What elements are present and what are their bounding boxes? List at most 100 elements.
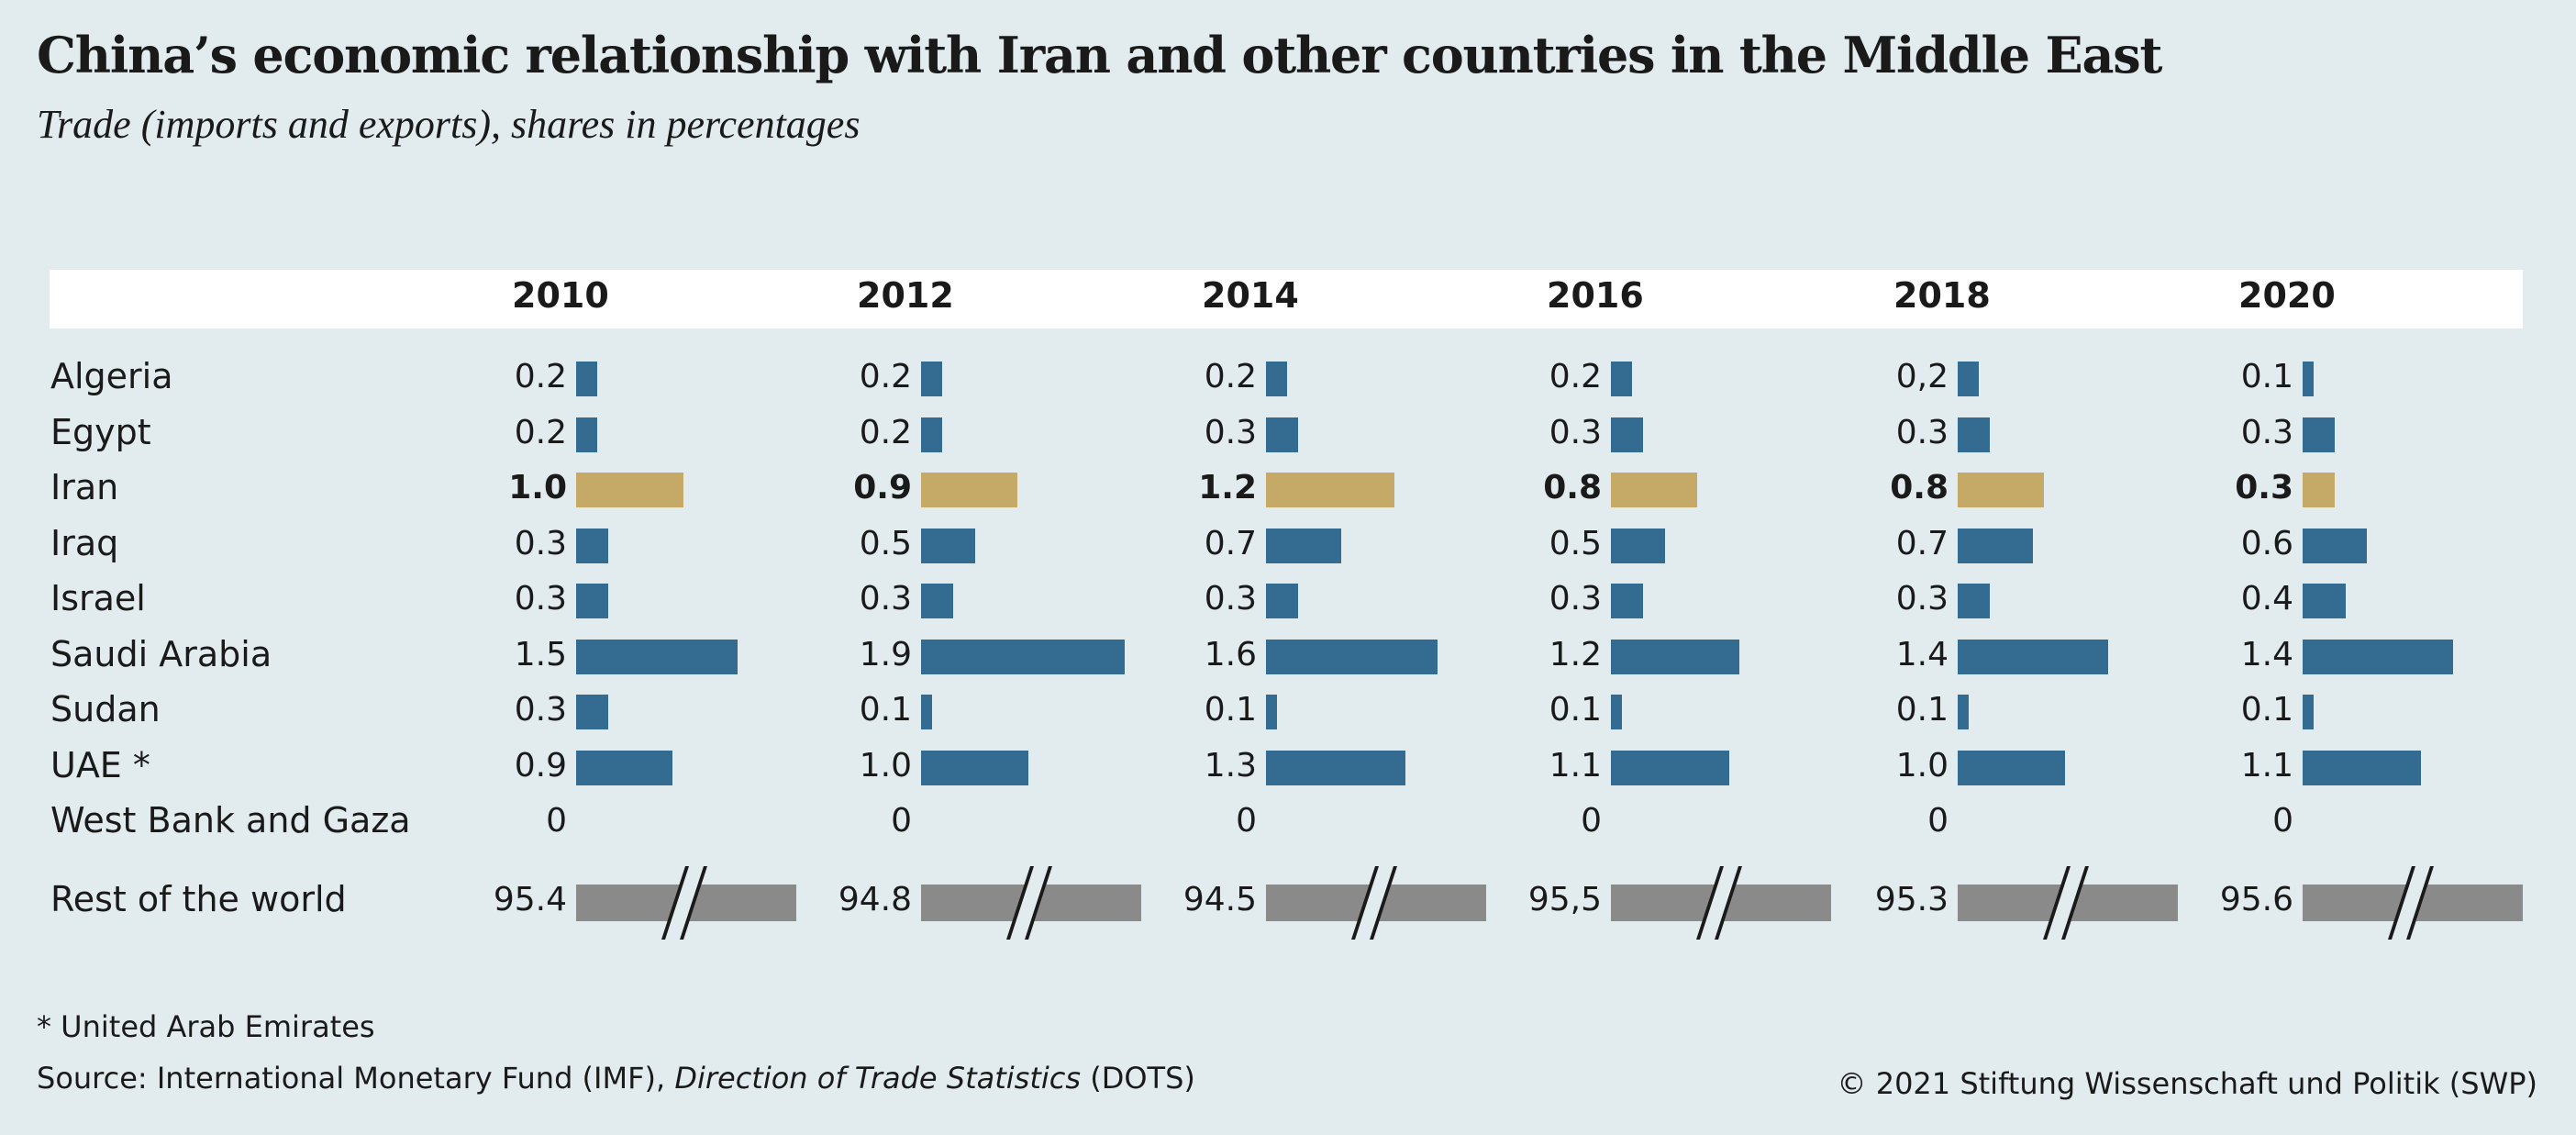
value-label: 0.3 — [1204, 580, 1257, 618]
data-bar — [2303, 584, 2346, 618]
value-label: 0.1 — [2240, 358, 2293, 395]
value-label: 0,2 — [1895, 358, 1949, 395]
value-label: 0.3 — [2235, 469, 2293, 506]
data-bar — [1611, 528, 1665, 563]
value-label: 0.8 — [1890, 469, 1949, 506]
data-bar — [1611, 750, 1729, 785]
year-label-2014: 2014 — [1202, 275, 1299, 316]
highlight-bar — [1611, 473, 1697, 507]
value-label: 0.1 — [1895, 691, 1949, 729]
value-label: 0.2 — [859, 413, 912, 451]
data-bar — [1611, 362, 1633, 396]
data-bar — [1611, 639, 1740, 674]
data-bar — [576, 362, 598, 396]
value-label: 0.3 — [2240, 413, 2293, 451]
value-label: 1.9 — [859, 635, 912, 673]
highlight-bar — [2303, 473, 2336, 507]
year-label-2020: 2020 — [2238, 275, 2336, 316]
highlight-bar — [1958, 473, 2044, 507]
value-label: 1.5 — [514, 635, 567, 673]
data-bar — [576, 750, 673, 785]
source-prefix: Source: International Monetary Fund (IMF… — [37, 1061, 675, 1096]
rest-value-label: 95.3 — [1874, 881, 1949, 918]
value-label: 0.3 — [1549, 413, 1602, 451]
value-label: 1.1 — [2240, 746, 2293, 784]
year-header-band — [50, 270, 2523, 328]
data-bar — [921, 695, 932, 729]
data-bar — [2303, 528, 2368, 563]
value-label: 0.9 — [514, 746, 567, 784]
value-label: 0.6 — [2240, 524, 2293, 562]
rest-value-label: 95,5 — [1527, 881, 1602, 918]
value-label: 1.2 — [1198, 469, 1257, 506]
data-bar — [576, 695, 609, 729]
value-label: 0.3 — [514, 691, 567, 729]
value-label: 0 — [2272, 802, 2293, 840]
value-label: 0.5 — [1549, 524, 1602, 562]
value-label: 0.2 — [1549, 358, 1602, 395]
rest-value-label: 94.5 — [1183, 881, 1257, 918]
chart-subtitle: Trade (imports and exports), shares in p… — [37, 102, 861, 147]
rest-of-world-label: Rest of the world — [50, 879, 347, 919]
highlight-bar — [921, 473, 1018, 507]
data-bar — [1266, 584, 1299, 618]
data-bar — [1958, 639, 2108, 674]
footnote: * United Arab Emirates — [37, 1009, 375, 1044]
value-label: 0.2 — [1204, 358, 1257, 395]
country-label: Saudi Arabia — [50, 633, 272, 674]
data-bar — [1958, 528, 2033, 563]
data-bar — [1958, 417, 1991, 452]
data-bar — [1958, 362, 1980, 396]
data-bar — [1958, 695, 1969, 729]
data-bar — [1266, 528, 1341, 563]
country-label: Sudan — [50, 689, 161, 729]
value-label: 0.3 — [1549, 580, 1602, 618]
value-label: 0.3 — [1895, 413, 1949, 451]
data-bar — [1266, 639, 1438, 674]
country-label: Iran — [50, 467, 119, 507]
value-label: 0.2 — [859, 358, 912, 395]
year-label-2010: 2010 — [512, 275, 609, 316]
data-bar — [1611, 584, 1644, 618]
rest-value-label: 95.4 — [493, 881, 567, 918]
country-label: West Bank and Gaza — [50, 800, 411, 840]
rest-value-label: 95.6 — [2219, 881, 2293, 918]
value-label: 0.9 — [853, 469, 912, 506]
data-bar — [1266, 362, 1288, 396]
data-bar — [921, 528, 975, 563]
data-bar — [1266, 695, 1277, 729]
value-label: 1.0 — [508, 469, 567, 506]
value-label: 0.2 — [514, 358, 567, 395]
highlight-bar — [1266, 473, 1395, 507]
value-label: 0.3 — [1895, 580, 1949, 618]
data-bar — [921, 417, 943, 452]
source-note: Source: International Monetary Fund (IMF… — [37, 1061, 1195, 1096]
value-label: 1.2 — [1549, 635, 1602, 673]
value-label: 1.0 — [1895, 746, 1949, 784]
value-label: 0.8 — [1543, 469, 1602, 506]
data-bar — [921, 584, 954, 618]
data-bar — [576, 417, 598, 452]
rest-value-label: 94.8 — [838, 881, 912, 918]
highlight-bar — [576, 473, 683, 507]
value-label: 0 — [1927, 802, 1949, 840]
year-label-2012: 2012 — [857, 275, 954, 316]
year-label-2016: 2016 — [1547, 275, 1644, 316]
value-label: 0.1 — [1204, 691, 1257, 729]
data-bar — [1611, 695, 1622, 729]
data-bar — [2303, 695, 2314, 729]
value-label: 0.1 — [859, 691, 912, 729]
data-bar — [1958, 584, 1991, 618]
chart-title: China’s economic relationship with Iran … — [37, 26, 2162, 84]
value-label: 1.4 — [1895, 635, 1949, 673]
source-suffix: (DOTS) — [1081, 1061, 1195, 1096]
value-label: 1.6 — [1204, 635, 1257, 673]
country-label: Algeria — [50, 356, 173, 396]
value-label: 0.7 — [1895, 524, 1949, 562]
data-bar — [2303, 362, 2314, 396]
data-bar — [1266, 750, 1406, 785]
year-label-2018: 2018 — [1893, 275, 1991, 316]
value-label: 0.3 — [1204, 413, 1257, 451]
value-label: 0.3 — [514, 580, 567, 618]
value-label: 0 — [546, 802, 567, 840]
